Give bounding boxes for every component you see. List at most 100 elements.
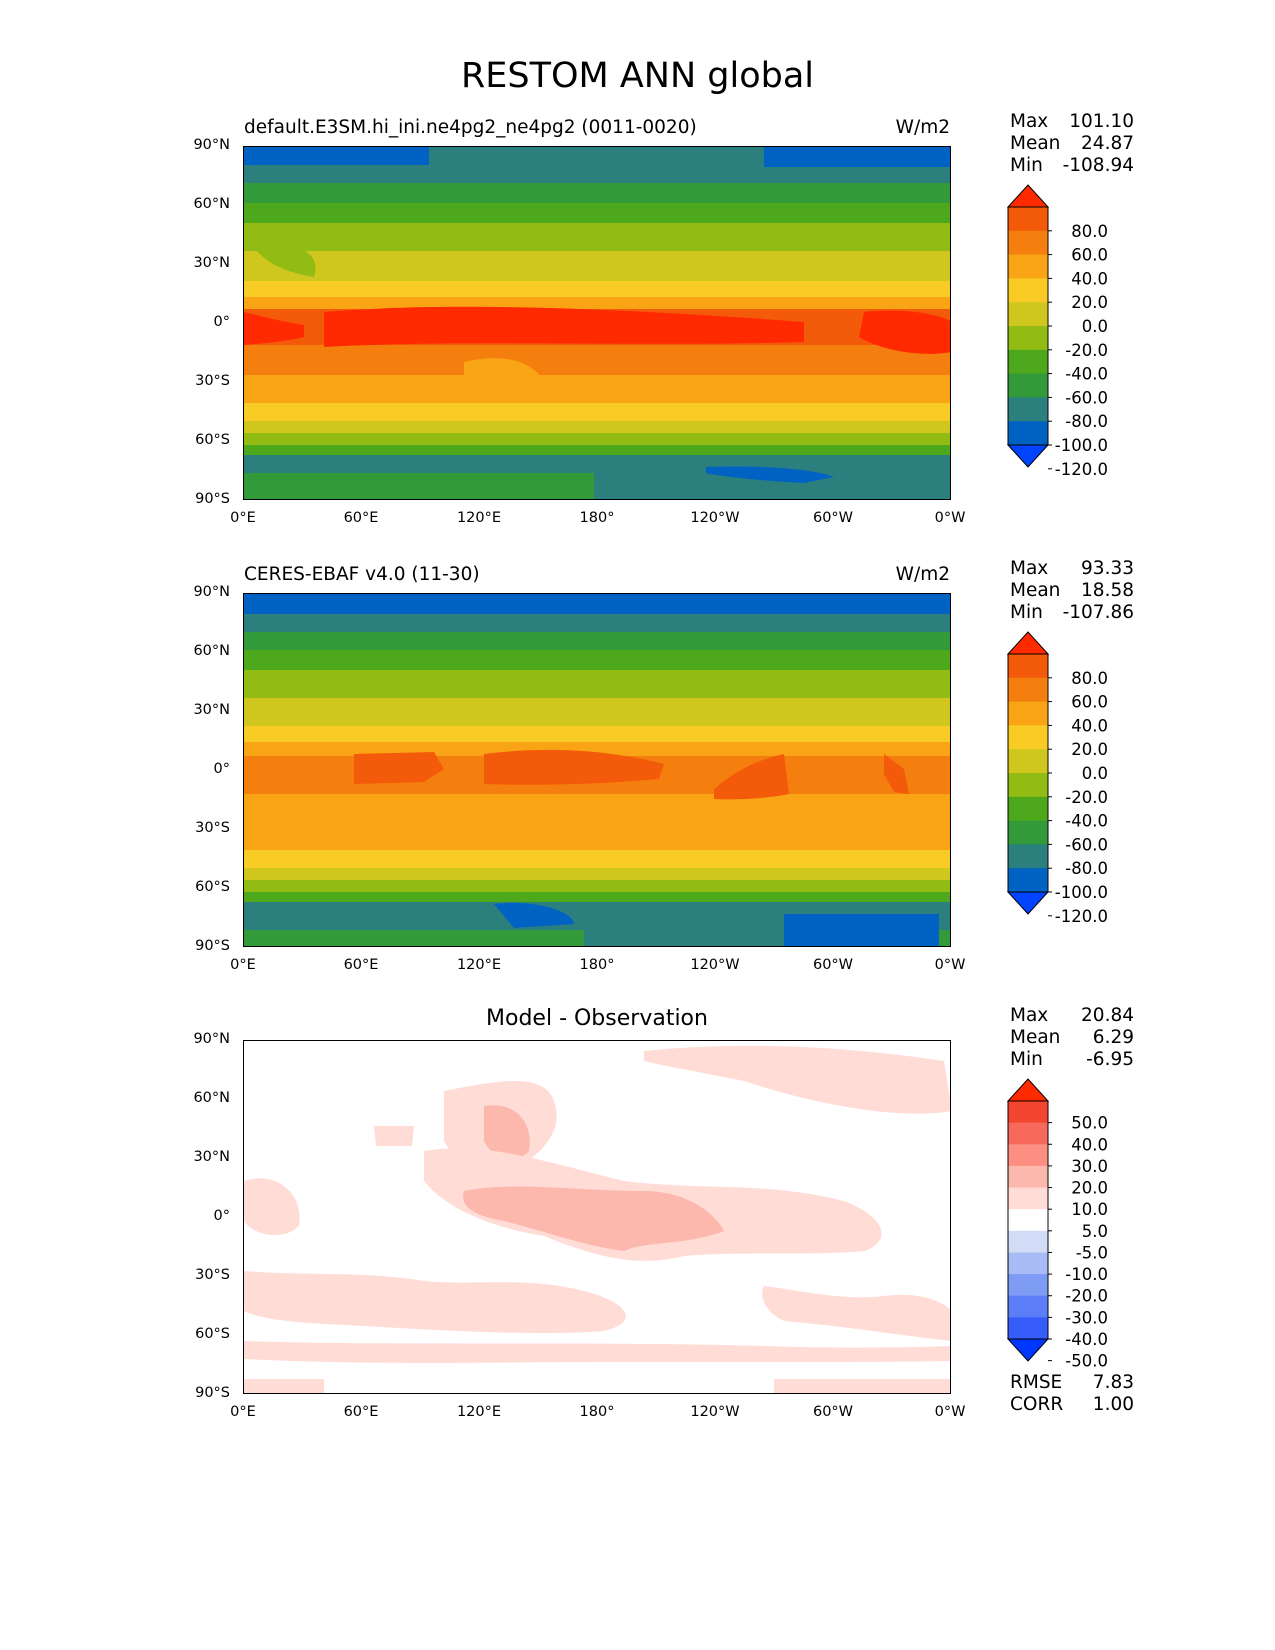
colorbar-segment [1008, 677, 1048, 703]
colorbar-label: -40.0 [1065, 812, 1108, 831]
panel2-min-value: -107.86 [1062, 602, 1134, 623]
panel1-units: W/m2 [895, 117, 950, 138]
colorbar-extend-high [1006, 1078, 1050, 1102]
panel3-mean-label: Mean [1010, 1027, 1061, 1048]
colorbar-label: -120.0 [1055, 907, 1108, 926]
panel1-ytick-30s: 30°S [195, 373, 230, 389]
panel1-xtick-120w: 120°W [690, 510, 740, 526]
panel1-ytick-60n: 60°N [193, 196, 230, 212]
panel1-xtick-180: 180° [579, 510, 615, 526]
panel3-title: Model - Observation [486, 1006, 708, 1031]
panel2-ytick-30s: 30°S [195, 820, 230, 836]
panel2-max-value: 93.33 [1081, 558, 1134, 579]
colorbar-label: -100.0 [1055, 883, 1108, 902]
panel3-min-value: -6.95 [1086, 1049, 1134, 1070]
corr-label: CORR [1010, 1394, 1064, 1415]
colorbar-label: 20.0 [1071, 1179, 1108, 1198]
colorbar-segment [1008, 1317, 1048, 1340]
panel3-xtick-120e: 120°E [456, 1404, 502, 1420]
panel1-min-value: -108.94 [1062, 155, 1134, 176]
panel1-title: default.E3SM.hi_ini.ne4pg2_ne4pg2 (0011-… [244, 117, 697, 138]
panel2-title: CERES-EBAF v4.0 (11-30) [244, 564, 480, 585]
colorbar-segment [1008, 820, 1048, 845]
colorbar-label: -80.0 [1065, 412, 1108, 431]
figure-title: RESTOM ANN global [460, 56, 815, 96]
colorbar-label: 60.0 [1071, 246, 1108, 265]
colorbar-label: -40.0 [1065, 1330, 1108, 1349]
panel3-xtick-180: 180° [579, 1404, 615, 1420]
panel3-colorbar-graphic: 50.0 40.0 30.0 20.0 10.0 5.0 -5.0 -10.0 -20.0 -30… [1006, 1078, 1108, 1371]
corr-value: 1.00 [1092, 1394, 1134, 1415]
panel2-ytick-30n: 30°N [193, 702, 230, 718]
panel1-xtick-0e: 0°E [230, 510, 256, 526]
panel1-xtick-60e: 60°E [343, 510, 379, 526]
colorbar-segment [1008, 1101, 1048, 1124]
panel2-xtick-0w: 0°W [934, 957, 966, 973]
colorbar-segment [1008, 326, 1048, 351]
panel1-max-label: Max [1010, 111, 1049, 132]
colorbar-segment [1008, 1187, 1048, 1210]
panel1-xtick-60w: 60°W [812, 510, 854, 526]
panel3-max-label: Max [1010, 1005, 1049, 1026]
colorbar-segment [1008, 1165, 1048, 1189]
panel2-units: W/m2 [895, 564, 950, 585]
colorbar-label: -60.0 [1065, 388, 1108, 407]
colorbar-segment [1008, 1295, 1048, 1318]
colorbar-segment [1008, 302, 1048, 327]
panel1-colorbar-graphic: 80.0 60.0 40.0 20.0 0.0 -20.0 -40.0 -60.0 -80.0 -… [1006, 184, 1108, 479]
colorbar-label: -40.0 [1065, 365, 1108, 384]
panel3-xtick-60w: 60°W [812, 1404, 854, 1420]
panel2-colorbar-graphic: 80.0 60.0 40.0 20.0 0.0 -20.0 -40.0 -60.0 -80.0 -… [1006, 631, 1108, 926]
panel3-metrics: RMSE 7.83 CORR 1.00 [1010, 1372, 1134, 1416]
colorbar-segment [1008, 278, 1048, 303]
panel3-colorbar: 50.0 40.0 30.0 20.0 10.0 5.0 -5.0 -10.0 -20.0 -30… [1006, 1078, 1108, 1371]
panel3-xtick-0e: 0°E [230, 1404, 256, 1420]
rmse-value: 7.83 [1092, 1372, 1134, 1393]
colorbar-label: 40.0 [1071, 1135, 1108, 1154]
colorbar-label: 80.0 [1071, 222, 1108, 241]
colorbar-label: -20.0 [1065, 788, 1108, 807]
panel1-ytick-60s: 60°S [195, 432, 230, 448]
colorbar-segment [1008, 701, 1048, 726]
panel2-ytick-0: 0° [213, 761, 230, 777]
colorbar-label: -80.0 [1065, 859, 1108, 878]
colorbar-label: 50.0 [1071, 1114, 1108, 1133]
panel1-max-value: 101.10 [1069, 111, 1134, 132]
colorbar-segment [1008, 397, 1048, 422]
colorbar-segment [1008, 1144, 1048, 1167]
panel3-ytick-30s: 30°S [195, 1267, 230, 1283]
colorbar-segment [1008, 1274, 1048, 1297]
colorbar-label: -10.0 [1065, 1265, 1108, 1284]
colorbar-extend-low [1006, 1338, 1050, 1362]
colorbar-label: -60.0 [1065, 835, 1108, 854]
colorbar-outline [1007, 1100, 1049, 1340]
colorbar-segment [1008, 230, 1048, 256]
colorbar-segment [1008, 796, 1048, 822]
panel2-xtick-180: 180° [579, 957, 615, 973]
panel1-mean-value: 24.87 [1081, 133, 1134, 154]
panel3-ytick-90s: 90°S [195, 1385, 230, 1401]
colorbar-extend-low [1006, 444, 1050, 468]
panel3-map [243, 1040, 951, 1394]
colorbar-segment [1008, 349, 1048, 375]
panel3-map-canvas [244, 1041, 950, 1393]
panel3-ytick-60n: 60°N [193, 1090, 230, 1106]
colorbar-segment [1008, 868, 1048, 893]
colorbar-extend-high [1006, 184, 1050, 208]
colorbar-label: 5.0 [1082, 1222, 1108, 1241]
panel2-colorbar: 80.0 60.0 40.0 20.0 0.0 -20.0 -40.0 -60.0 -80.0 -… [1006, 631, 1108, 926]
panel2-ytick-90s: 90°S [195, 938, 230, 954]
panel1-xtick-120e: 120°E [456, 510, 502, 526]
panel2-min-label: Min [1010, 602, 1043, 623]
panel2-xtick-120w: 120°W [690, 957, 740, 973]
panel1-mean-label: Mean [1010, 133, 1061, 154]
panel2-map-canvas [244, 594, 950, 946]
panel3-ytick-0: 0° [213, 1208, 230, 1224]
colorbar-segment [1008, 1209, 1048, 1232]
colorbar-segment [1008, 373, 1048, 398]
colorbar-label: 20.0 [1071, 740, 1108, 759]
panel1-ytick-90s: 90°S [195, 491, 230, 507]
rmse-label: RMSE [1010, 1372, 1063, 1393]
panel2-xtick-0e: 0°E [230, 957, 256, 973]
colorbar-label: 40.0 [1071, 269, 1108, 288]
